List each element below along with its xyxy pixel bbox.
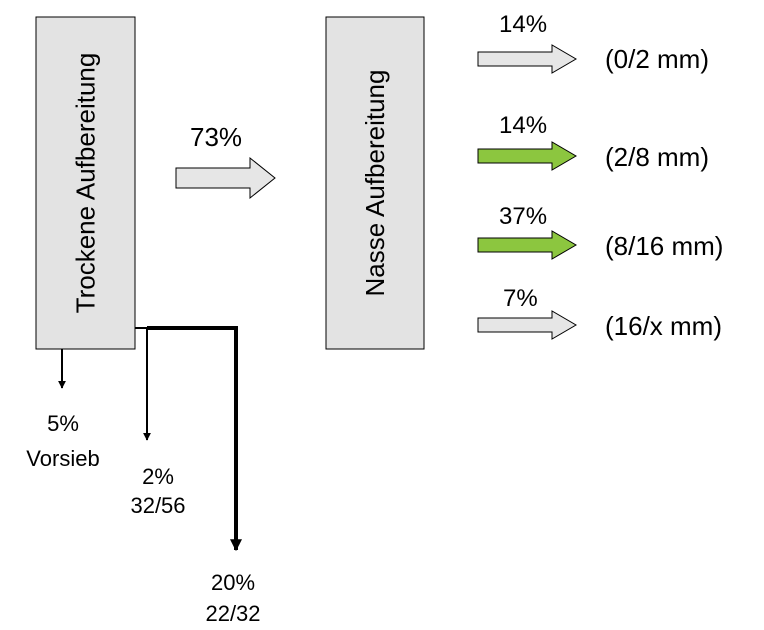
- side-stream-vorsieb: 5% Vorsieb: [26, 349, 100, 471]
- main-flow-arrow: [175, 156, 276, 200]
- output-arrow: [477, 141, 577, 171]
- side-stream-label: Vorsieb: [26, 446, 99, 471]
- output-row-2: 37% (8/16 mm): [477, 203, 723, 261]
- output-fraction: (2/8 mm): [605, 142, 709, 172]
- side-stream-label: 32/56: [130, 493, 185, 518]
- side-stream-percent: 20%: [211, 570, 255, 595]
- output-arrow: [477, 230, 577, 260]
- main-flow: 73%: [175, 122, 276, 200]
- side-stream-connector: [147, 326, 238, 538]
- dry-processing-label: Trockene Aufbereitung: [71, 53, 101, 314]
- output-row-3: 7% (16/x mm): [477, 285, 722, 341]
- main-flow-percent: 73%: [190, 122, 242, 152]
- output-fraction: (0/2 mm): [605, 44, 709, 74]
- output-percent: 37%: [499, 203, 547, 230]
- output-arrow: [477, 44, 577, 74]
- side-stream-32-56: 2% 32/56: [130, 327, 186, 518]
- dry-processing-box-rect: [35, 16, 136, 350]
- side-stream-label: 22/32: [205, 601, 260, 626]
- output-percent: 7%: [503, 285, 538, 312]
- side-stream-22-32: 20% 22/32: [147, 326, 261, 626]
- dry-processing-box: Trockene Aufbereitung: [35, 16, 136, 350]
- output-fraction: (8/16 mm): [605, 231, 723, 261]
- wet-processing-box: Nasse Aufbereitung: [325, 16, 425, 350]
- output-arrow: [477, 310, 577, 340]
- output-row-1: 14% (2/8 mm): [477, 112, 709, 172]
- output-percent: 14%: [499, 112, 547, 139]
- side-stream-percent: 5%: [47, 411, 79, 436]
- wet-processing-box-rect: [325, 16, 425, 350]
- output-fraction: (16/x mm): [605, 311, 722, 341]
- wet-processing-label: Nasse Aufbereitung: [360, 70, 390, 297]
- output-percent: 14%: [499, 11, 547, 38]
- output-row-0: 14% (0/2 mm): [477, 11, 709, 74]
- side-stream-percent: 2%: [142, 464, 174, 489]
